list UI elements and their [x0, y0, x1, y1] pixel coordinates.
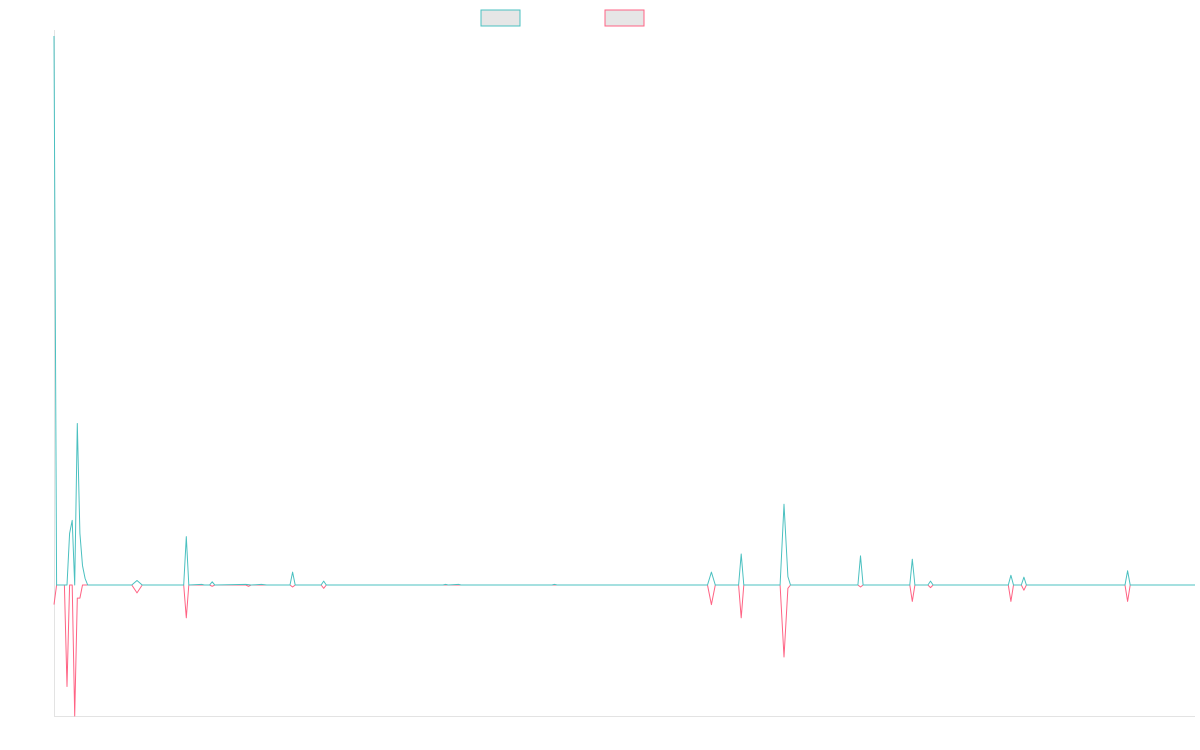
series-line-2 — [53, 584, 1195, 717]
legend — [480, 9, 645, 27]
legend-swatch-series-1[interactable] — [480, 9, 521, 27]
plot-area — [53, 30, 1195, 717]
legend-swatch-series-2[interactable] — [604, 9, 645, 27]
series-layer — [53, 35, 1195, 717]
series-line-1 — [53, 35, 1195, 586]
